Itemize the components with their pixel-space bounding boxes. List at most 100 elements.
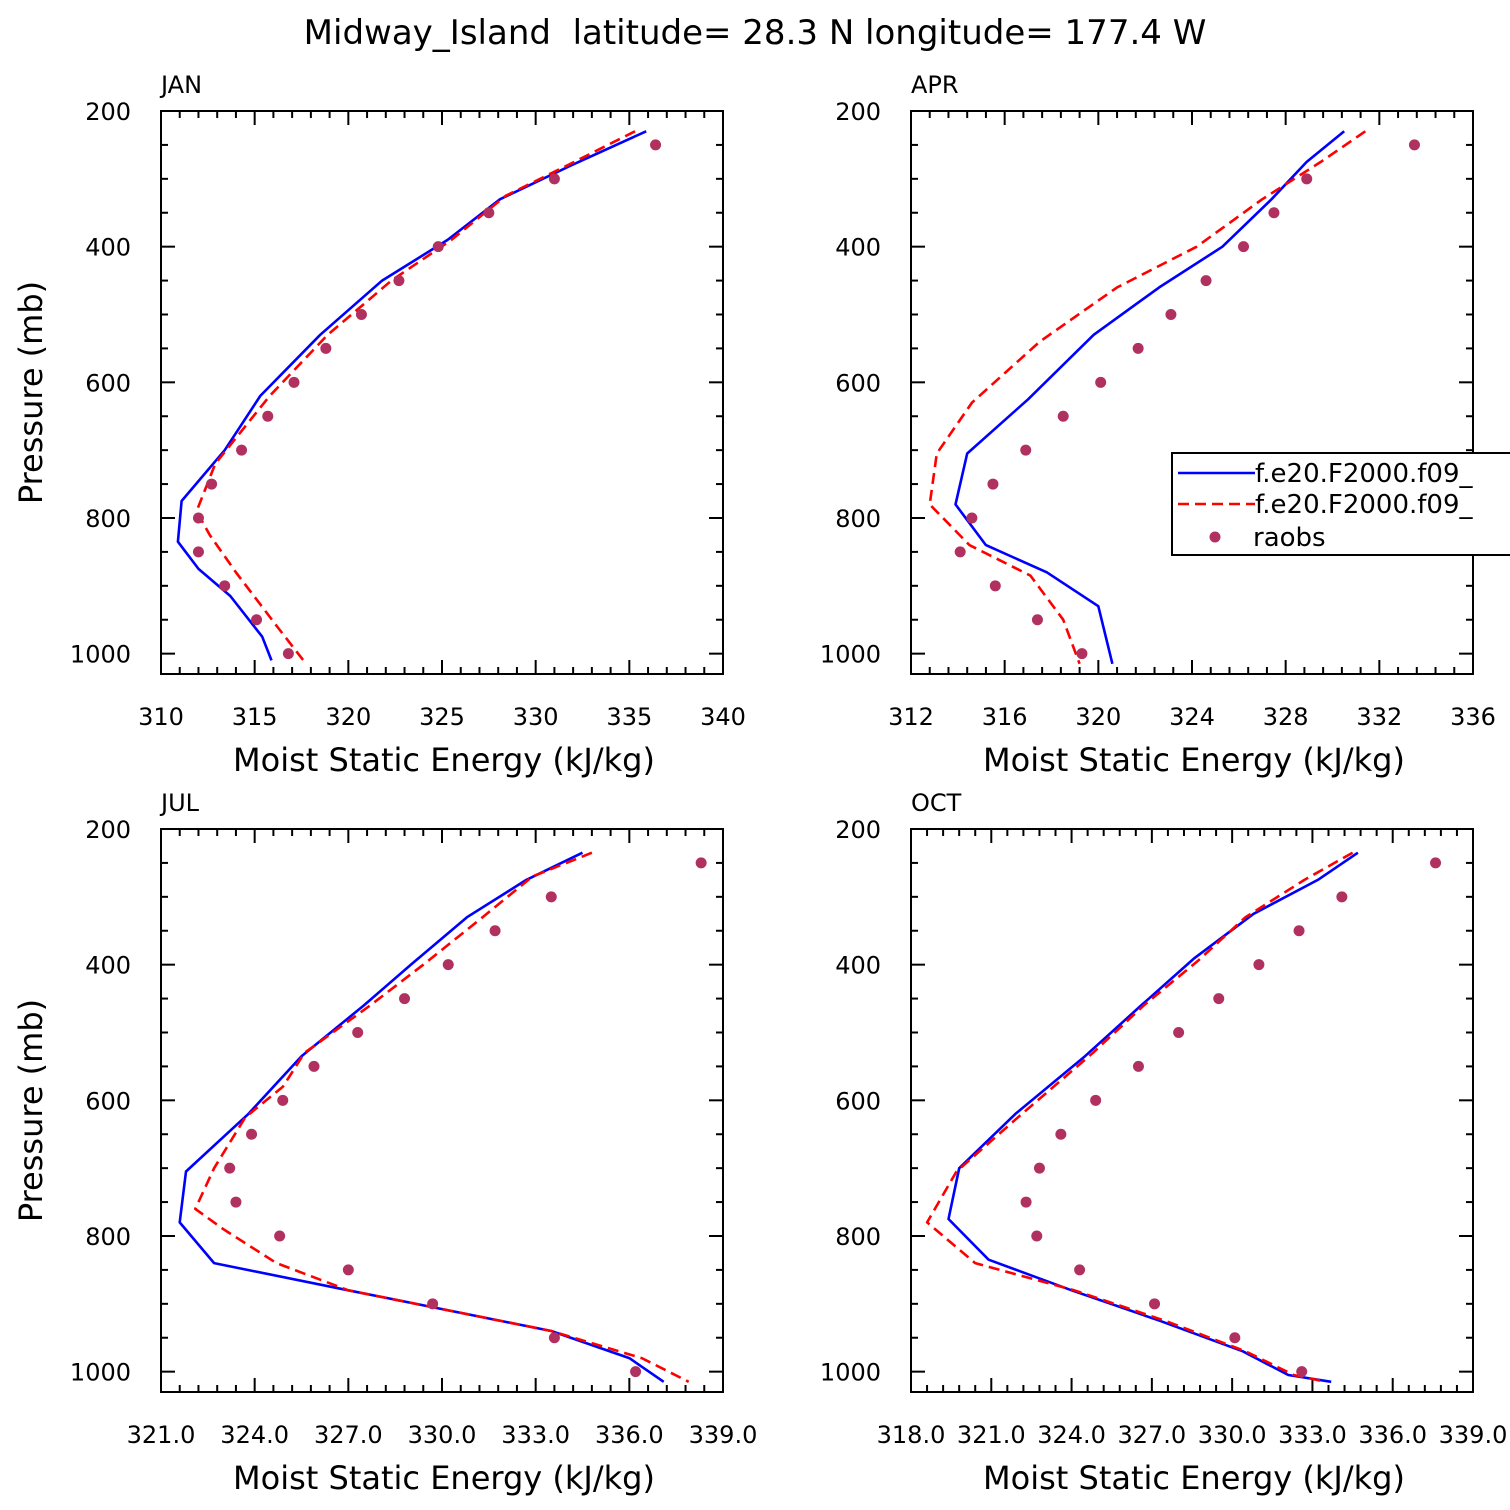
panel-label: OCT: [911, 789, 962, 817]
y-tick-label: 800: [835, 1223, 881, 1251]
raobs-point: [282, 648, 294, 660]
series-line-dashed: [928, 130, 1367, 665]
y-tick-label: 800: [85, 505, 131, 533]
y-tick-label: 800: [835, 505, 881, 533]
raobs-point: [236, 444, 248, 456]
raobs-point: [251, 614, 263, 626]
raobs-point: [1031, 1230, 1043, 1242]
x-tick-label: 335: [606, 703, 652, 731]
raobs-point: [393, 275, 405, 287]
raobs-point: [1296, 1366, 1308, 1378]
panel-jan: JAN 310 315 320 325 330 335 340 200 400 600 800 1000…: [12, 71, 746, 779]
x-tick-label: 336: [1450, 703, 1496, 731]
panels: JAN 310 315 320 325 330 335 340 200 400 600 800 1000…: [12, 71, 1507, 1497]
raobs-point: [206, 478, 218, 490]
y-tick-label: 200: [835, 816, 881, 844]
raobs-point: [274, 1230, 286, 1242]
raobs-point: [1430, 857, 1442, 869]
panel-label: JUL: [159, 789, 200, 817]
series-line-dashed: [195, 130, 636, 662]
x-axis-label: Moist Static Energy (kJ/kg): [233, 1459, 655, 1497]
plot-frame: [910, 828, 1474, 1393]
y-tick-label: 1000: [820, 1359, 881, 1387]
x-tick-label: 312: [888, 703, 934, 731]
raobs-point: [1031, 614, 1043, 626]
y-tick-label: 600: [835, 1087, 881, 1115]
y-axis-label: Pressure (mb): [12, 999, 50, 1222]
raobs-point: [262, 410, 274, 422]
x-tick-label: 320: [325, 703, 371, 731]
raobs-point: [1149, 1298, 1161, 1310]
x-tick-label: 320: [1075, 703, 1121, 731]
raobs-point: [1253, 959, 1265, 971]
x-tick-label: 336.0: [1358, 1421, 1427, 1449]
x-tick-label: 315: [232, 703, 278, 731]
y-tick-label: 1000: [70, 1359, 131, 1387]
raobs-point: [399, 993, 411, 1005]
legend-marker-raobs: [1209, 531, 1221, 543]
raobs-point: [1165, 308, 1177, 320]
x-tick-label: 332: [1356, 703, 1402, 731]
y-tick-label: 1000: [70, 641, 131, 669]
raobs-point: [1293, 925, 1305, 937]
x-tick-label: 339.0: [1439, 1421, 1508, 1449]
legend-label: f.e20.F2000.f09_: [1255, 490, 1473, 520]
x-tick-label: 330.0: [1198, 1421, 1267, 1449]
raobs-point: [545, 891, 557, 903]
legend-label: f.e20.F2000.f09_: [1255, 459, 1473, 489]
raobs-point: [1076, 648, 1088, 660]
raobs-point: [987, 478, 999, 490]
raobs-point: [954, 546, 966, 558]
y-tick-label: 400: [835, 952, 881, 980]
raobs-point: [630, 1366, 642, 1378]
plot-frame: [160, 110, 724, 675]
series-group: [178, 851, 707, 1383]
series-group: [925, 851, 1442, 1384]
x-tick-label: 321.0: [957, 1421, 1026, 1449]
x-tick-label: 324.0: [1037, 1421, 1106, 1449]
x-tick-label: 340: [700, 703, 746, 731]
panel-apr: APR 312 316 320 324 328 332 336 200 400 600 800 1000…: [820, 71, 1496, 779]
raobs-point: [1268, 207, 1280, 219]
y-tick-label: 600: [835, 369, 881, 397]
raobs-point: [1301, 173, 1313, 185]
raobs-point: [320, 342, 332, 354]
raobs-point: [989, 580, 1001, 592]
x-tick-label: 333.0: [1278, 1421, 1347, 1449]
raobs-point: [192, 546, 204, 558]
y-tick-label: 400: [835, 234, 881, 262]
raobs-point: [246, 1128, 258, 1140]
raobs-point: [342, 1264, 354, 1276]
raobs-point: [1213, 993, 1225, 1005]
y-tick-label: 400: [85, 234, 131, 262]
raobs-point: [1408, 139, 1420, 151]
raobs-point: [1238, 241, 1250, 253]
raobs-point: [1074, 1264, 1086, 1276]
raobs-point: [1020, 444, 1032, 456]
y-tick-label: 200: [85, 98, 131, 126]
raobs-point: [1173, 1026, 1185, 1038]
x-tick-label: 333.0: [501, 1421, 570, 1449]
raobs-point: [230, 1196, 242, 1208]
raobs-point: [1132, 342, 1144, 354]
x-tick-label: 339.0: [689, 1421, 758, 1449]
raobs-point: [432, 241, 444, 253]
x-tick-label: 318.0: [877, 1421, 946, 1449]
raobs-point: [1200, 275, 1212, 287]
series-line-solid: [176, 130, 647, 661]
raobs-point: [308, 1060, 320, 1072]
panel-jul: JUL 321.0 324.0 327.0 330.0 333.0 336.0 339.0 20…: [12, 789, 757, 1497]
legend: f.e20.F2000.f09_f.e20.F2000.f09_raobs: [1171, 452, 1510, 556]
x-tick-label: 336.0: [595, 1421, 664, 1449]
x-tick-label: 325: [419, 703, 465, 731]
raobs-point: [1229, 1332, 1241, 1344]
raobs-point: [219, 580, 231, 592]
x-tick-label: 330: [513, 703, 559, 731]
x-axis-label: Moist Static Energy (kJ/kg): [233, 741, 655, 779]
y-tick-label: 200: [85, 816, 131, 844]
legend-label: raobs: [1253, 523, 1326, 553]
x-tick-label: 316: [982, 703, 1028, 731]
raobs-point: [695, 857, 707, 869]
